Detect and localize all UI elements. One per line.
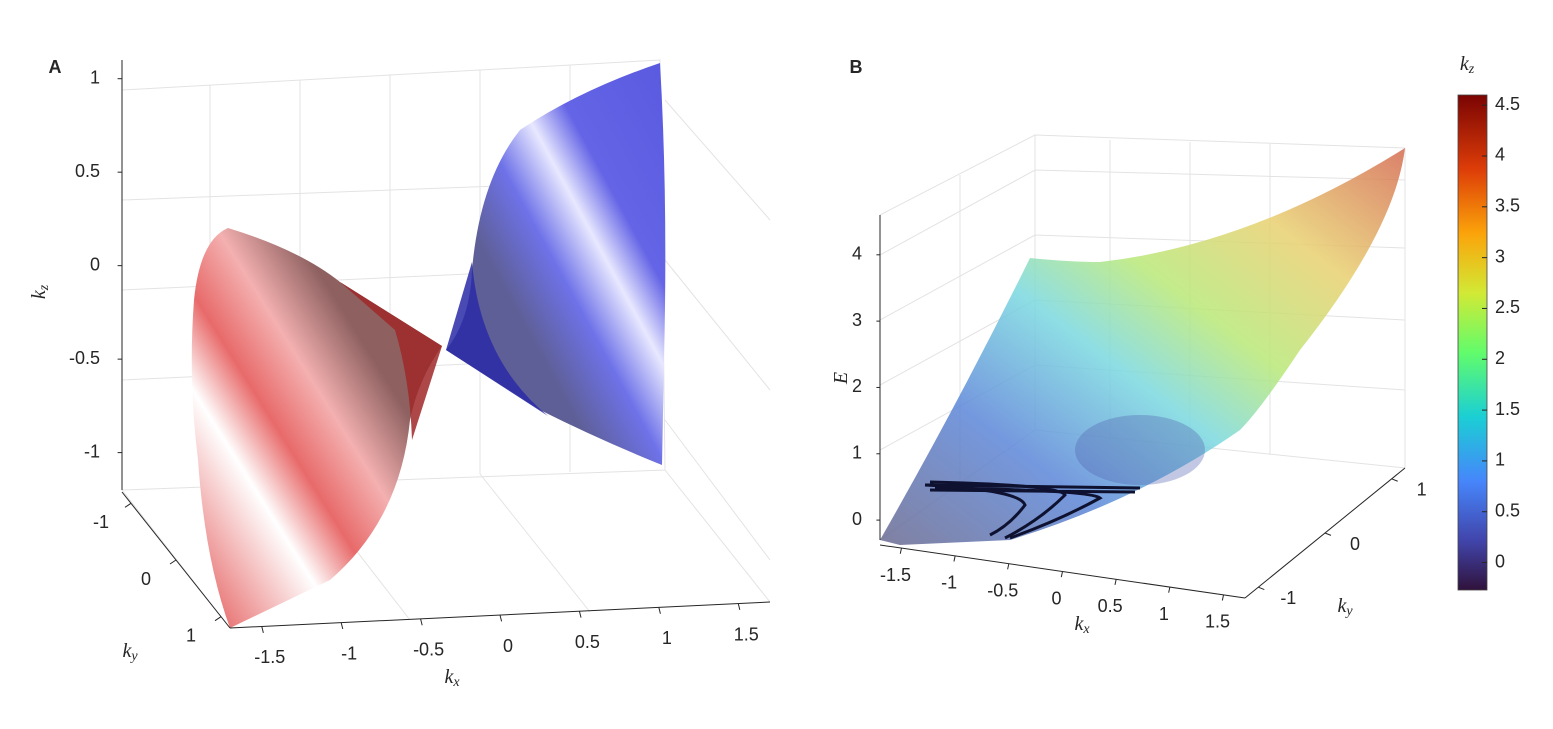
z-tick-label: 2: [852, 376, 862, 396]
z-tick-label: -0.5: [69, 348, 100, 368]
y-tick: [1258, 586, 1265, 591]
x-tick-label: 0.5: [575, 632, 600, 652]
colorbar-tick-label: 3: [1495, 246, 1505, 266]
x-axis-label: kx: [444, 666, 460, 691]
red-surface: [191, 228, 442, 628]
colorbar-tick-label: 0: [1495, 551, 1505, 571]
inner-surface: [1075, 415, 1205, 485]
z-tick-label: 1: [90, 67, 100, 87]
x-tick-label: -1.5: [880, 565, 911, 585]
energy-surface: [880, 148, 1405, 545]
z-axis-label: E: [830, 372, 852, 385]
x-tick: [899, 548, 902, 554]
z-tick-label: 3: [852, 310, 862, 330]
x-tick: [1007, 563, 1010, 570]
x-tick: [261, 626, 264, 633]
y-tick-label: 1: [1417, 480, 1427, 500]
y-axis: [1244, 467, 1406, 599]
colorbar-tick-label: 3.5: [1495, 196, 1520, 216]
colorbar-label-base: k: [1460, 53, 1470, 75]
z-tick-label: -1: [84, 441, 100, 461]
y-tick-label: 0: [1350, 534, 1360, 554]
x-tick: [1060, 571, 1063, 578]
x-tick-label: 0: [503, 636, 513, 656]
x-tick: [499, 614, 503, 622]
colorbar-tick-label: 1.5: [1495, 399, 1520, 419]
colorbar-tick-label: 1: [1495, 450, 1505, 470]
colorbar-tick-label: 2.5: [1495, 297, 1520, 317]
z-tick-label: 0: [90, 254, 100, 274]
red-surface-inner: [340, 282, 442, 440]
x-axis-label-sub: x: [452, 675, 460, 690]
z-tick-label: 0.5: [75, 161, 100, 181]
x-tick-label: 0.5: [1098, 596, 1123, 616]
blue-surface: [446, 63, 666, 465]
panel-label: B: [850, 57, 863, 77]
x-tick-label: -0.5: [987, 580, 1018, 600]
y-tick: [169, 559, 177, 565]
colorbar-label: kz: [1460, 53, 1475, 78]
x-tick-label: -0.5: [413, 640, 444, 660]
y-tick: [124, 502, 132, 508]
x-tick: [578, 611, 582, 618]
z-tick-label: 4: [852, 244, 862, 264]
x-axis: [229, 601, 771, 629]
y-tick-label: 0: [141, 569, 151, 589]
colorbar-tick-label: 2: [1495, 348, 1505, 368]
contours: [924, 480, 1141, 540]
z-axis-label-base: E: [830, 372, 852, 385]
x-axis-label: kx: [1074, 613, 1090, 638]
y-axis-label-sub: y: [129, 649, 138, 664]
x-tick: [737, 603, 741, 611]
x-tick-label: 1.5: [1205, 612, 1230, 632]
z-axis-label-sub: z: [37, 284, 52, 291]
x-tick: [1114, 579, 1117, 585]
x-axis-label-base: k: [1074, 613, 1084, 635]
y-tick-label: -1: [1280, 588, 1296, 608]
z-tick-label: 1: [852, 443, 862, 463]
x-tick: [1168, 586, 1171, 593]
y-axis: [121, 491, 231, 629]
x-axis: [879, 544, 1246, 599]
colorbar-label-sub: z: [1468, 62, 1475, 77]
y-axis-label: ky: [1337, 595, 1353, 620]
x-tick: [420, 618, 423, 626]
x-tick: [658, 607, 661, 614]
colorbar-tick-label: 4: [1495, 145, 1505, 165]
x-tick: [340, 622, 344, 630]
x-axis-label-sub: x: [1082, 622, 1090, 637]
y-tick-label: -1: [93, 512, 109, 532]
x-tick-label: -1: [341, 643, 357, 663]
y-axis-label-sub: y: [1344, 604, 1353, 619]
colorbar-tick-label: 4.5: [1495, 94, 1520, 114]
x-tick-label: 1: [1159, 604, 1169, 624]
colorbar-tick-label: 0.5: [1495, 500, 1520, 520]
y-tick-label: 1: [186, 625, 196, 645]
blue-surface-inner: [446, 262, 548, 416]
z-axis-label-base: k: [28, 289, 50, 299]
y-axis-label-base: k: [122, 640, 132, 662]
colorbar: [1457, 94, 1488, 591]
x-tick-label: 1: [662, 628, 672, 648]
panel-label: A: [49, 57, 62, 77]
y-axis-label: ky: [122, 640, 138, 665]
x-tick-label: 0: [1051, 588, 1061, 608]
z-axis-label: kz: [28, 284, 53, 299]
x-tick-label: -1: [941, 573, 957, 593]
z-tick-label: 0: [852, 509, 862, 529]
x-tick: [1221, 594, 1225, 601]
x-axis-label-base: k: [444, 666, 454, 688]
y-tick: [1391, 478, 1398, 482]
x-tick: [953, 555, 956, 562]
y-axis-label-base: k: [1337, 595, 1347, 617]
y-tick: [1324, 532, 1332, 536]
x-tick-label: -1.5: [254, 647, 285, 667]
x-tick-label: 1.5: [734, 624, 759, 644]
y-tick: [214, 616, 222, 622]
